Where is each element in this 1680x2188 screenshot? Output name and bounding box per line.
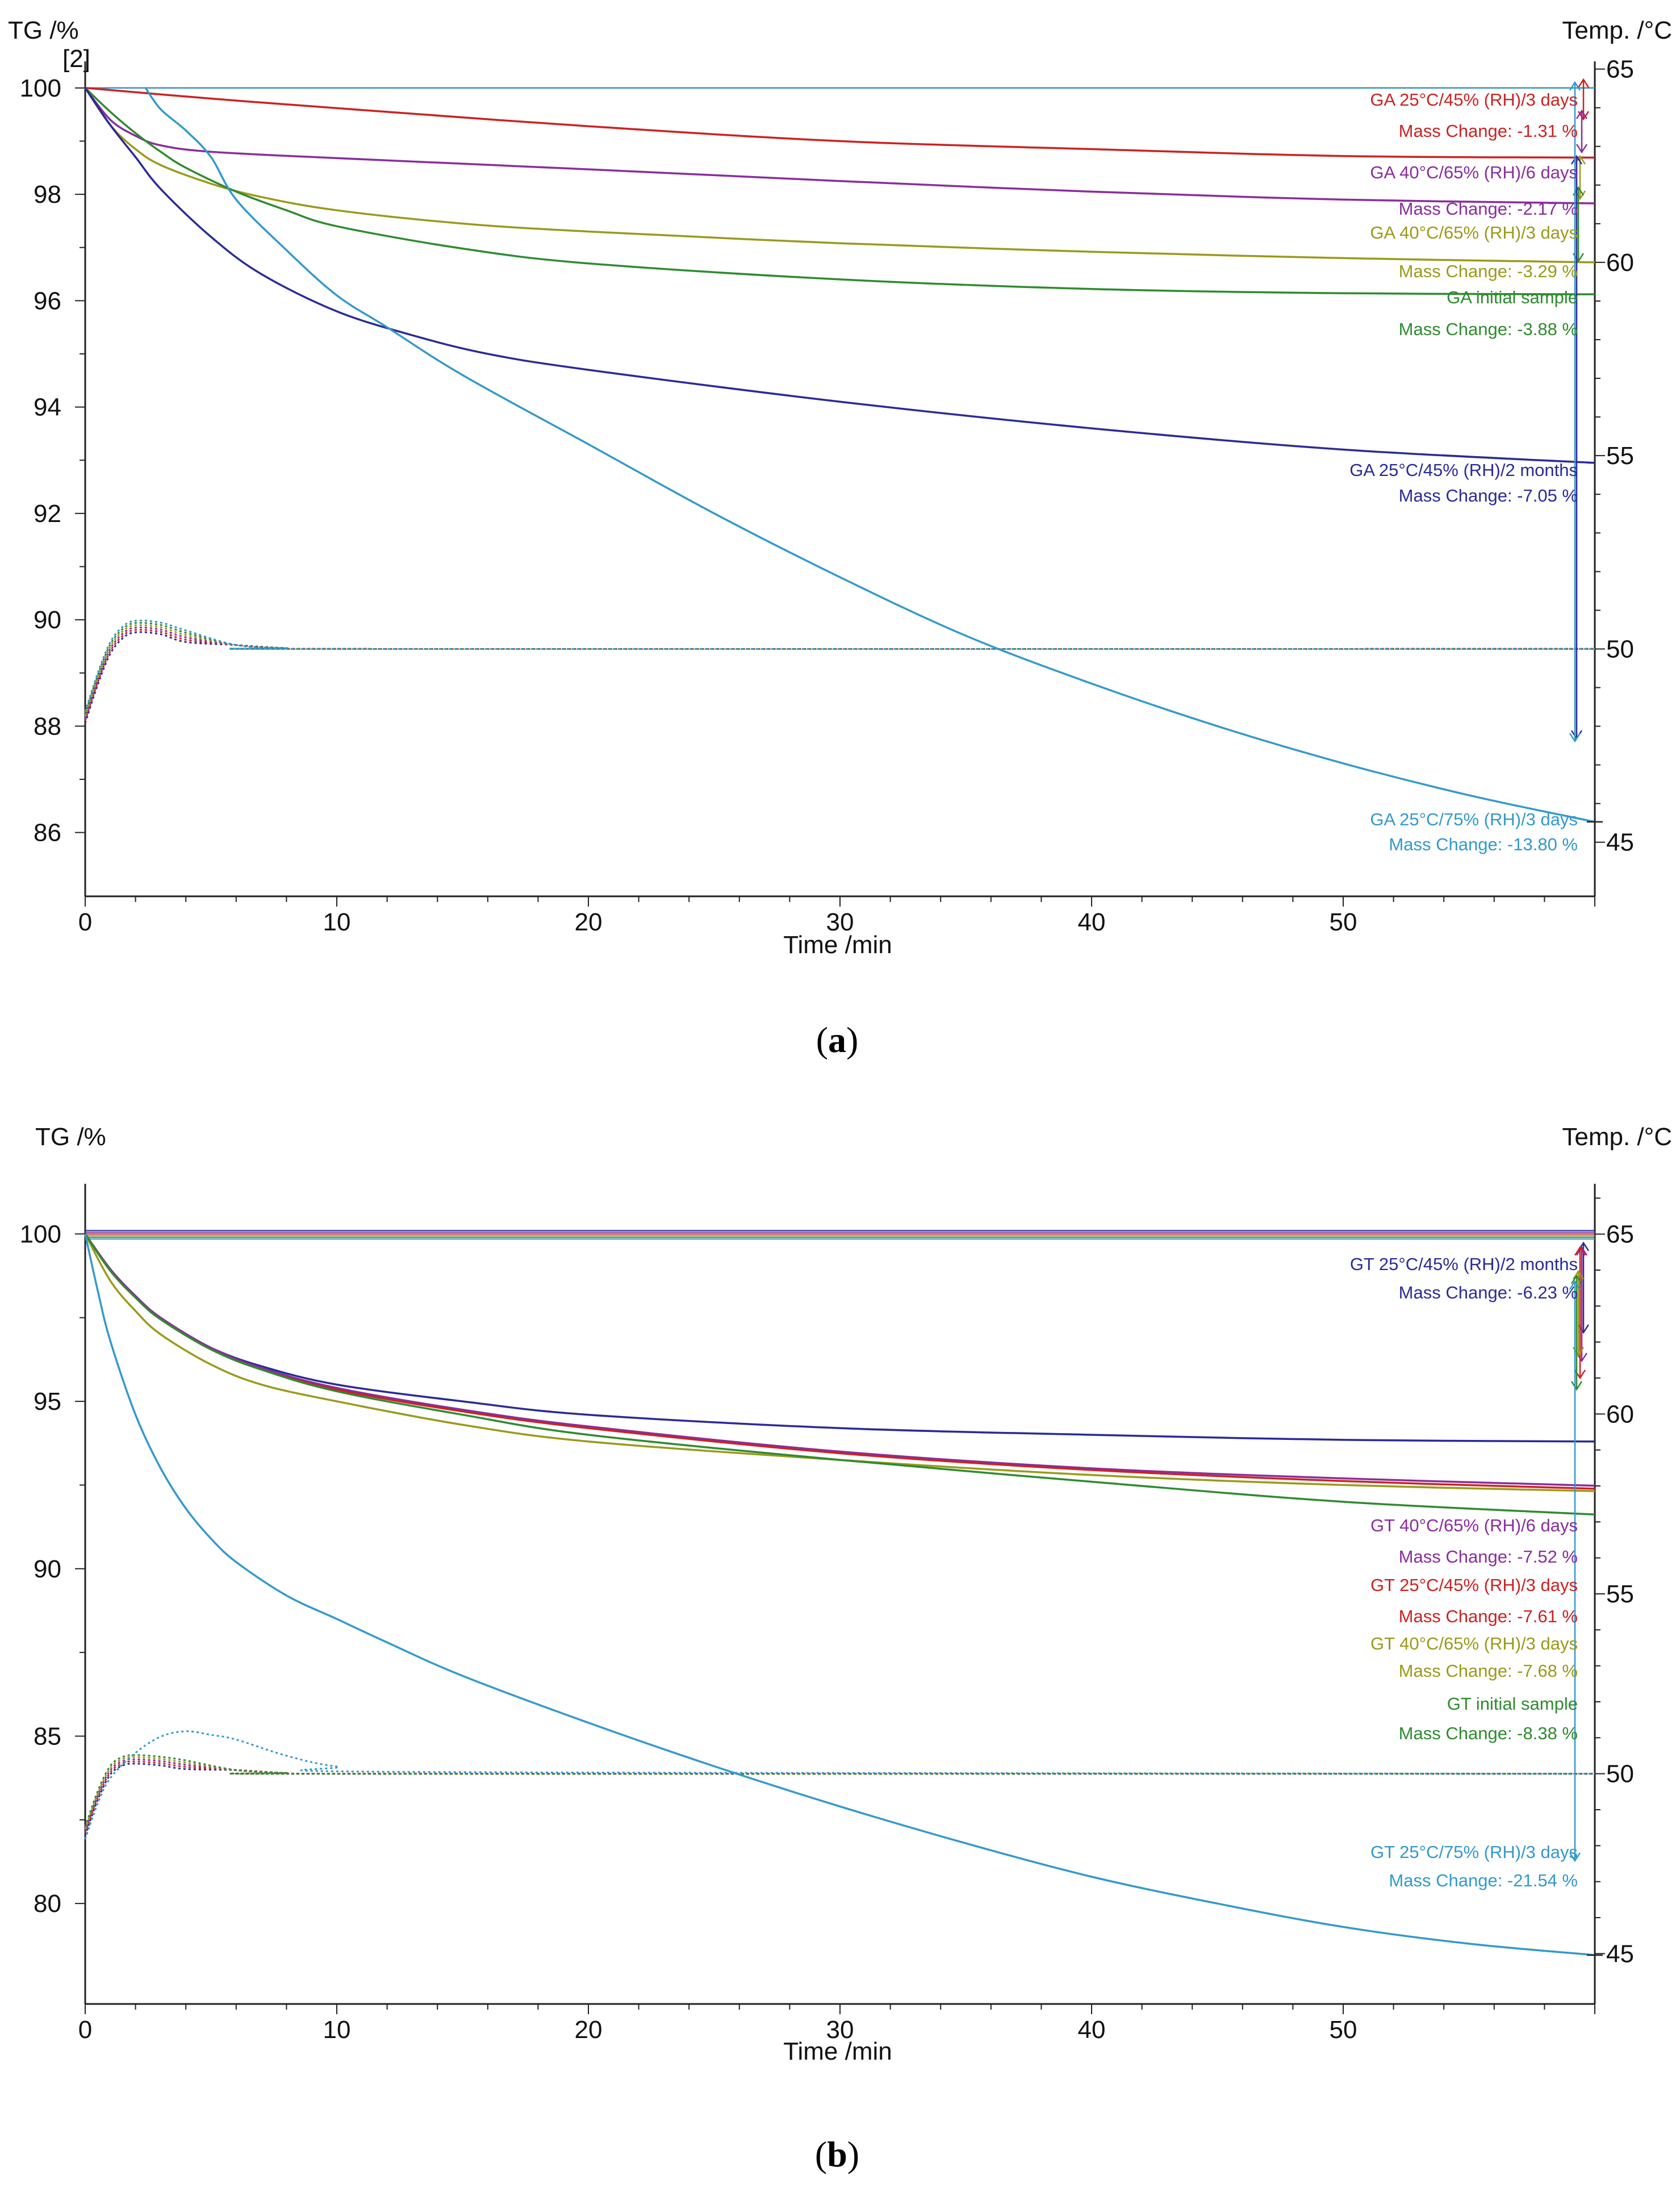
x-tick-label: 0: [78, 908, 92, 936]
y-axis-title-left: TG /%: [35, 1123, 106, 1151]
end-marker: [1587, 813, 1603, 830]
temperature-curve: [84, 1754, 1595, 1827]
y-tick-label: 96: [34, 287, 61, 315]
x-tick-label: 50: [1330, 2016, 1357, 2044]
tg-curve: [84, 1233, 1595, 1487]
x-tick-label: 20: [575, 2016, 603, 2044]
tg-curve: [84, 87, 1595, 295]
y-tick-label: 90: [34, 606, 61, 634]
annotation-mass-change: Mass Change: -1.31 %: [1399, 121, 1578, 141]
annotation-mass-change: Mass Change: -2.17 %: [1399, 199, 1578, 219]
mass-change-arrow: [1569, 1280, 1581, 1863]
y2-tick-label: 55: [1606, 442, 1634, 470]
annotation-mass-change: Mass Change: -13.80 %: [1389, 834, 1578, 854]
y-tick-label: 94: [34, 394, 61, 421]
annotation-label: GA initial sample: [1447, 287, 1578, 307]
temperature-curve: [84, 1756, 1595, 1830]
annotation-mass-change: Mass Change: -7.52 %: [1399, 1547, 1578, 1567]
panel-caption: (a): [816, 1020, 859, 1060]
temperature-curve: [84, 1730, 1595, 1840]
annotation-mass-change: Mass Change: -6.23 %: [1399, 1283, 1578, 1302]
annotation-mass-change: Mass Change: -7.68 %: [1399, 1661, 1578, 1681]
tg-curve: [84, 1233, 1595, 1516]
annotation-label: GT 25°C/45% (RH)/2 months: [1350, 1254, 1578, 1274]
y-tick-label: 100: [20, 74, 61, 102]
annotation-label: GA 25°C/75% (RH)/3 days: [1370, 809, 1578, 829]
y2-tick-label: 45: [1606, 829, 1634, 857]
annotation-label: GA 25°C/45% (RH)/2 months: [1349, 460, 1578, 480]
x-tick-label: 30: [826, 2016, 854, 2044]
y2-tick-label: 60: [1606, 249, 1634, 277]
temperature-curve: [84, 1760, 1595, 1834]
tg-curve: [84, 87, 1595, 264]
y-axis-title-right: Temp. /°C: [1562, 16, 1672, 44]
panel-caption: (b): [815, 2134, 859, 2174]
y2-tick-label: 55: [1606, 1580, 1634, 1608]
y2-tick-label: 65: [1606, 56, 1634, 83]
x-axis-title: Time /min: [783, 2037, 892, 2065]
temperature-curve: [84, 631, 1595, 724]
end-marker: [1587, 1947, 1603, 1963]
annotation-label: GT 25°C/75% (RH)/3 days: [1370, 1842, 1578, 1862]
annotation-label: GT 40°C/65% (RH)/3 days: [1370, 1634, 1578, 1653]
x-tick-label: 0: [78, 2016, 92, 2044]
x-tick-label: 20: [575, 908, 603, 936]
annotation-mass-change: Mass Change: -8.38 %: [1399, 1723, 1578, 1743]
chart-panel-b: TG /% Temp. /°C 0 10 20 30 40 50 80 85 90 95 100 45…: [20, 1123, 1672, 2174]
tg-curve: [84, 1234, 1595, 1956]
segment-tag: [2]: [62, 45, 90, 73]
y2-tick-label: 50: [1606, 1760, 1634, 1788]
y2-tick-label: 60: [1606, 1400, 1634, 1428]
y-tick-label: 100: [20, 1220, 61, 1248]
y2-tick-label: 50: [1606, 635, 1634, 663]
annotation-label: GA 40°C/65% (RH)/3 days: [1370, 223, 1578, 243]
x-tick-label: 10: [323, 2016, 351, 2044]
y-tick-label: 88: [34, 712, 61, 740]
y-tick-label: 80: [34, 1890, 61, 1918]
tg-curve: [144, 87, 1595, 823]
x-tick-label: 10: [323, 908, 351, 936]
temperature-curve: [84, 624, 1595, 717]
annotation-mass-change: Mass Change: -7.61 %: [1399, 1606, 1578, 1626]
y-tick-label: 92: [34, 500, 61, 528]
tg-curve: [85, 87, 1595, 159]
y-tick-label: 95: [34, 1388, 61, 1415]
y-tick-label: 85: [34, 1722, 61, 1750]
plot-area: 0 10 20 30 40 50 86 88 90 92 94 96 98 100 45 50 55 60 65 GA…: [20, 56, 1634, 936]
tg-curve: [84, 1233, 1595, 1492]
x-tick-label: 50: [1330, 908, 1357, 936]
y2-tick-label: 65: [1606, 1221, 1634, 1249]
temperature-curve: [84, 621, 1595, 715]
annotation-mass-change: Mass Change: -3.29 %: [1399, 261, 1578, 281]
y-tick-label: 90: [34, 1555, 61, 1583]
x-tick-label: 40: [1078, 2016, 1106, 2044]
mass-change-arrow: [1570, 155, 1583, 740]
mass-change-arrow: [1569, 81, 1581, 743]
tg-curve: [84, 87, 1595, 204]
annotation-label: GT 40°C/65% (RH)/6 days: [1370, 1515, 1578, 1535]
y-axis-title-left: TG /%: [8, 16, 79, 44]
temperature-curve: [84, 627, 1595, 719]
annotation-label: GA 25°C/45% (RH)/3 days: [1370, 90, 1578, 110]
y-axis-title-right: Temp. /°C: [1562, 1123, 1672, 1151]
annotation-mass-change: Mass Change: -21.54 %: [1389, 1870, 1578, 1890]
annotation-mass-change: Mass Change: -7.05 %: [1399, 486, 1578, 506]
annotation-label: GT 25°C/45% (RH)/3 days: [1370, 1575, 1578, 1595]
plot-area: 0 10 20 30 40 50 80 85 90 95 100 45 50 55 60 65 GT 25°C/…: [20, 1184, 1634, 2044]
x-tick-label: 30: [826, 908, 854, 936]
annotation-mass-change: Mass Change: -3.88 %: [1399, 319, 1578, 339]
mass-change-arrow: [1570, 1274, 1583, 1391]
y2-tick-label: 45: [1606, 1940, 1634, 1968]
mass-change-arrow: [1575, 109, 1588, 154]
y-tick-label: 86: [34, 819, 61, 847]
tg-curve: [84, 87, 1595, 464]
x-axis-title: Time /min: [783, 931, 892, 959]
chart-panel-a: TG /% Temp. /°C [2] 0 10 20 30 40 50 86 88 90 92 9…: [8, 16, 1672, 1060]
annotation-label: GA 40°C/65% (RH)/6 days: [1370, 162, 1578, 182]
x-tick-label: 40: [1078, 908, 1106, 936]
temperature-curve: [84, 619, 1595, 712]
y-tick-label: 98: [34, 181, 61, 208]
temperature-curve: [84, 629, 1595, 721]
annotation-label: GT initial sample: [1447, 1694, 1578, 1714]
